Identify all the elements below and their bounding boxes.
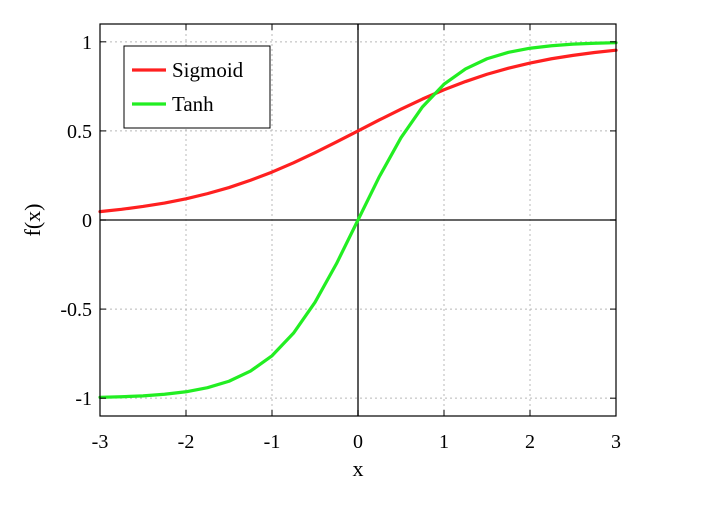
legend-label-tanh: Tanh bbox=[172, 92, 214, 116]
x-tick-label: 0 bbox=[353, 431, 363, 453]
y-tick-label: 0.5 bbox=[67, 121, 92, 143]
tick-marks bbox=[99, 24, 617, 416]
y-tick-label: 0 bbox=[82, 210, 92, 232]
series-line-sigmoid bbox=[98, 48, 618, 214]
series-line-tanh bbox=[98, 41, 618, 399]
x-tick-label: 3 bbox=[611, 431, 621, 453]
legend: Sigmoid Tanh bbox=[123, 45, 271, 129]
y-tick-labels: -1 -0.5 0 0.5 1 bbox=[60, 32, 92, 410]
x-tick-label: -1 bbox=[264, 431, 281, 453]
x-tick-label: -2 bbox=[178, 431, 195, 453]
series-layer bbox=[98, 41, 618, 399]
legend-label-sigmoid: Sigmoid bbox=[172, 58, 244, 82]
y-tick-label: 1 bbox=[82, 32, 92, 54]
x-tick-label: -3 bbox=[92, 431, 109, 453]
y-tick-label: -0.5 bbox=[60, 299, 92, 321]
x-tick-label: 2 bbox=[525, 431, 535, 453]
y-tick-label: -1 bbox=[75, 388, 92, 410]
x-axis-label: x bbox=[353, 456, 364, 481]
x-tick-labels: -3 -2 -1 0 1 2 3 bbox=[92, 431, 621, 453]
legend-box bbox=[123, 45, 271, 129]
x-tick-label: 1 bbox=[439, 431, 449, 453]
y-axis-label: f(x) bbox=[20, 204, 45, 237]
